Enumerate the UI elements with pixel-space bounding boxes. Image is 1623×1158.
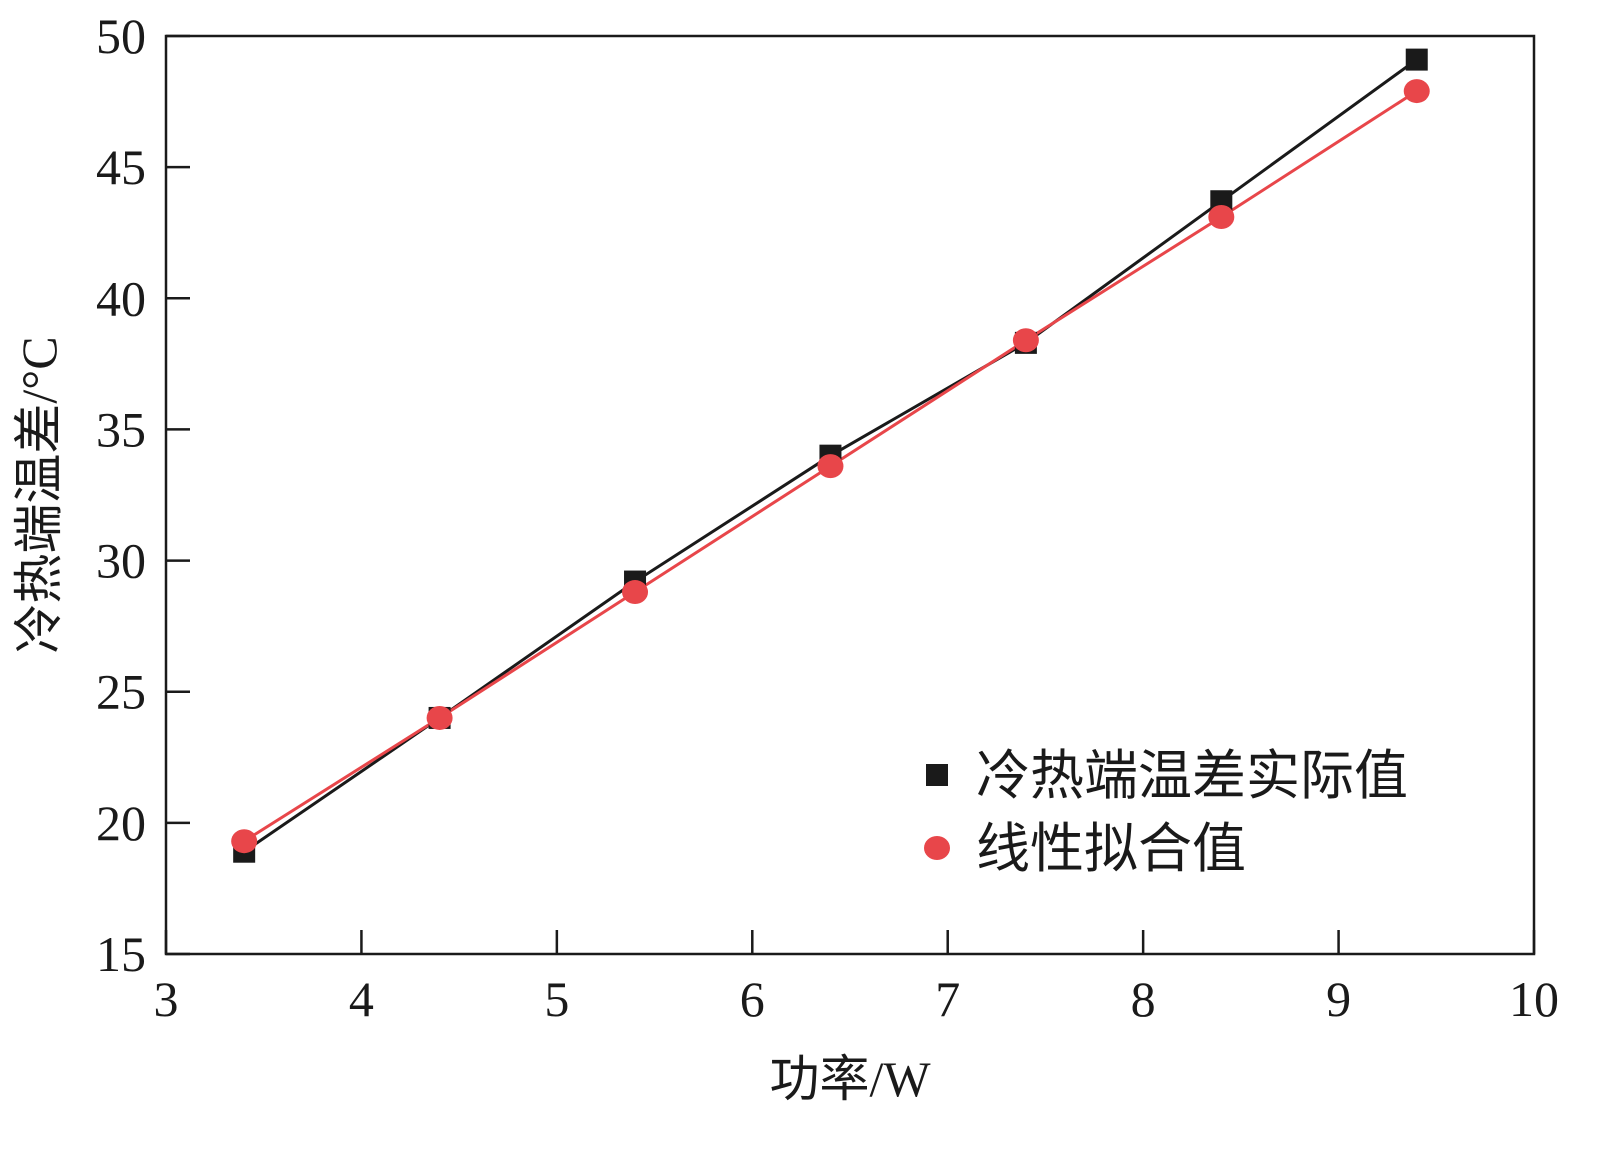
data-point-circle [817,454,844,479]
y-tick-label: 30 [96,533,146,589]
y-tick-label: 40 [96,270,146,326]
y-tick-label: 50 [96,8,146,64]
x-tick-label: 7 [935,971,960,1027]
data-point-circle [426,705,453,730]
y-tick-label: 45 [96,139,146,195]
plot-frame [164,34,1536,956]
x-tick-label: 8 [1131,971,1156,1027]
y-tick-label: 15 [96,926,146,982]
y-tick-label: 25 [96,664,146,720]
axis-ticks [164,34,1536,956]
data-point-square [1405,48,1428,71]
x-tick-label: 9 [1326,971,1351,1027]
y-tick-label: 35 [96,401,146,457]
data-point-circle [231,829,258,854]
data-point-circle [1012,328,1039,353]
x-tick-label: 3 [154,971,179,1027]
y-axis-label: 冷热端温差/°C [11,336,67,653]
legend-label: 线性拟合值 [976,819,1246,879]
legend-label: 冷热端温差实际值 [976,746,1408,806]
x-tick-label: 5 [544,971,569,1027]
data-point-circle [622,580,649,605]
y-tick-label: 20 [96,795,146,851]
series-layer [231,48,1430,863]
legend-marker-circle [924,836,950,860]
data-point-circle [1403,79,1430,104]
x-tick-label: 4 [349,971,374,1027]
x-tick-label: 6 [740,971,765,1027]
x-axis-label: 功率/W [769,1051,931,1107]
legend-marker-square [926,764,948,786]
data-point-circle [1208,204,1235,229]
x-tick-label: 10 [1509,971,1559,1027]
